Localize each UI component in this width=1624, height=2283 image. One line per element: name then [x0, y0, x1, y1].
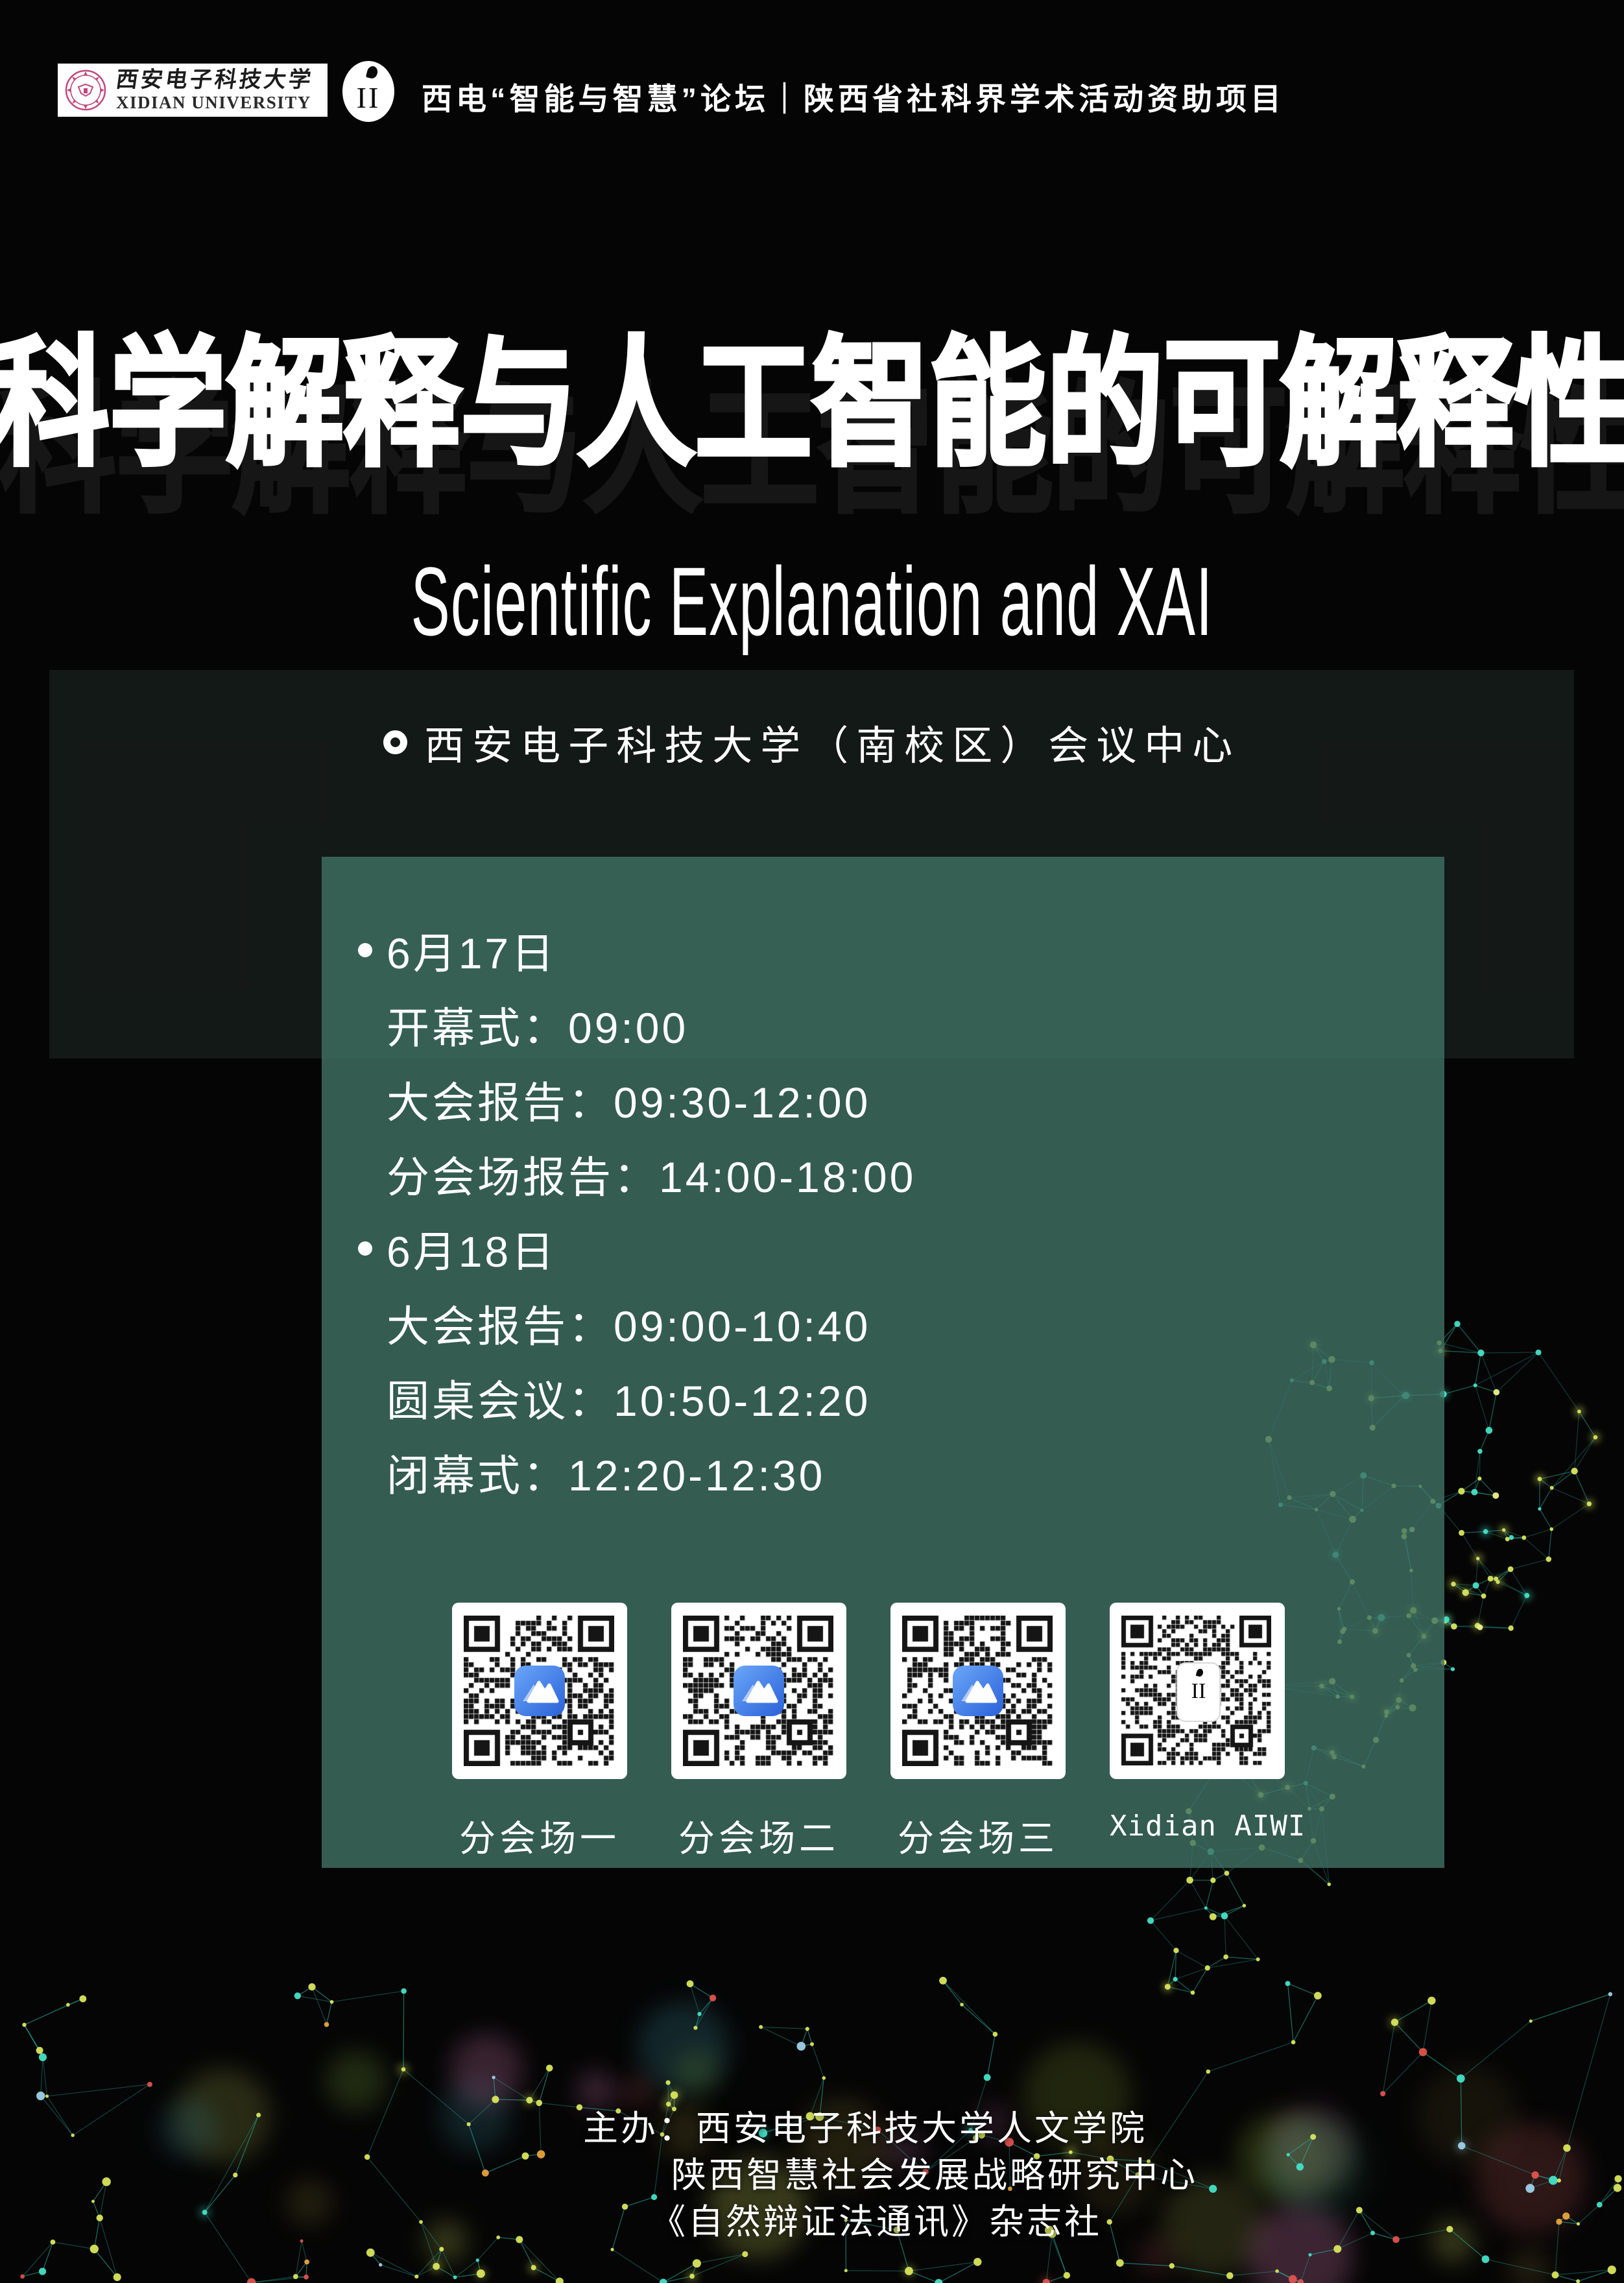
schedule-item: 闭幕式：12:20-12:30 — [387, 1451, 826, 1500]
aiwi-logo: II — [342, 61, 394, 122]
bullet-icon — [358, 1241, 372, 1256]
meeting-icon — [514, 1666, 565, 1716]
qr-label: 分会场一 — [459, 1818, 620, 1859]
aiwi-dot-icon — [1195, 1667, 1204, 1678]
qr-label: 分会场二 — [678, 1818, 839, 1859]
forum-title: 西电“智能与智慧”论坛｜陕西省社科界学术活动资助项目 — [422, 82, 1285, 116]
qr-code-1 — [452, 1603, 627, 1779]
subtitle: Scientific Explanation and XAI — [411, 547, 1213, 656]
schedule-date: 6月18日 — [358, 1211, 916, 1285]
aiwi-mark: II — [1191, 1679, 1206, 1703]
main-title-reflection: 科学解释与人工智能的可解释性 — [0, 372, 1624, 529]
qr-label: 分会场三 — [898, 1818, 1058, 1859]
qr-code-2 — [671, 1603, 846, 1779]
xidian-seal-icon — [65, 69, 106, 111]
aiwi-mark: II — [356, 81, 381, 114]
schedule-item: 开幕式：09:00 — [387, 1003, 689, 1052]
bullet-icon — [358, 942, 372, 957]
organizer-line: 《自然辩证法通讯》杂志社 — [651, 2203, 1102, 2241]
organizer-line: 陕西智慧社会发展战略研究中心 — [671, 2156, 1198, 2195]
schedule-item: 分会场报告：14:00-18:00 — [387, 1153, 916, 1201]
location-marker-icon — [383, 730, 407, 754]
main-title: 科学解释与人工智能的可解释性 — [0, 326, 1624, 482]
university-name-en: XIDIAN UNIVERSITY — [116, 93, 311, 112]
schedule-panel: 6月17日开幕式：09:00 大会报告：09:30-12:00 分会场报告：14:0… — [322, 857, 1444, 1868]
organizer-line: 主办：西安电子科技大学人文学院 — [583, 2109, 1147, 2148]
schedule-item: 圆桌会议：10:50-12:20 — [387, 1376, 871, 1425]
xidian-logo: 西安电子科技大学 XIDIAN UNIVERSITY — [58, 64, 328, 117]
meeting-icon — [953, 1666, 1003, 1716]
qr-code-3 — [890, 1603, 1066, 1779]
schedule-item: 大会报告：09:30-12:00 — [387, 1078, 871, 1127]
venue-text: 西安电子科技大学（南校区）会议中心 — [424, 724, 1241, 769]
organizers: 主办：西安电子科技大学人文学院陕西智慧社会发展战略研究中心《自然辩证法通讯》杂志… — [583, 2105, 1198, 2245]
qr-label: Xidian AIWI — [1110, 1810, 1306, 1843]
qr-code-4: II — [1110, 1603, 1285, 1779]
schedule-item: 大会报告：09:00-10:40 — [387, 1302, 871, 1350]
schedule-list: 6月17日开幕式：09:00 大会报告：09:30-12:00 分会场报告：14:0… — [358, 913, 916, 1509]
university-name-cn: 西安电子科技大学 — [114, 67, 315, 93]
aiwi-icon: II — [1176, 1662, 1221, 1722]
schedule-date: 6月17日 — [358, 913, 916, 987]
meeting-icon — [734, 1666, 784, 1716]
bokeh-network-graphic — [20, 1976, 1622, 2283]
aiwi-dot-icon — [365, 65, 379, 80]
